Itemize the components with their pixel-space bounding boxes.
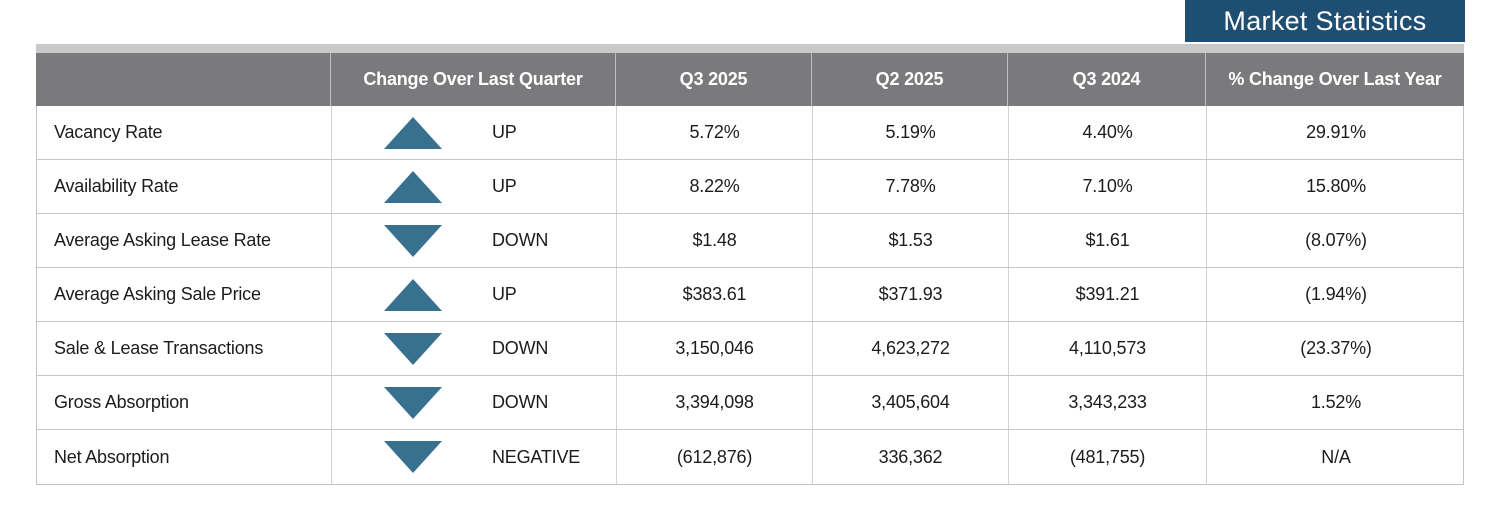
header-q3-2024: Q3 2024 — [1007, 53, 1205, 106]
value-q3-2024: 4,110,573 — [1008, 322, 1206, 375]
value-q3-2025: $383.61 — [616, 268, 812, 321]
triangle-down-icon — [384, 386, 442, 419]
value-q2-2025: 3,405,604 — [812, 376, 1008, 429]
change-label: DOWN — [492, 392, 549, 412]
value-q3-2025: $1.48 — [616, 214, 812, 267]
value-q3-2025: 3,394,098 — [616, 376, 812, 429]
market-statistics-table: Change Over Last Quarter Q3 2025 Q2 2025… — [36, 44, 1464, 485]
value-q3-2024: 4.40% — [1008, 106, 1206, 159]
row-label: Average Asking Lease Rate — [54, 230, 271, 250]
row-label: Net Absorption — [54, 446, 170, 467]
value-q3-2025: (612,876) — [616, 430, 812, 484]
value-q3-2024: 3,343,233 — [1008, 376, 1206, 429]
table-header-row: Change Over Last Quarter Q3 2025 Q2 2025… — [36, 53, 1464, 106]
value-q3-2024: $1.61 — [1008, 214, 1206, 267]
value-q3-2025: 8.22% — [616, 160, 812, 213]
change-label: UP — [492, 284, 517, 304]
triangle-up-icon — [384, 116, 442, 149]
row-label: Sale & Lease Transactions — [54, 338, 264, 358]
header-pct-change-over-last-year: % Change Over Last Year — [1205, 53, 1464, 106]
change-label: DOWN — [492, 230, 549, 250]
change-cell: DOWN — [331, 322, 616, 375]
value-q3-2024: 7.10% — [1008, 160, 1206, 213]
table-row-vacancy-rate: Vacancy Rate UP 5.72% 5.19% 4.40% 29.91% — [37, 106, 1463, 160]
page-title: Market Statistics — [1185, 0, 1465, 42]
value-pct-change-year: (8.07%) — [1206, 214, 1465, 267]
value-q2-2025: 5.19% — [812, 106, 1008, 159]
row-label: Average Asking Sale Price — [54, 284, 261, 304]
header-q2-2025: Q2 2025 — [811, 53, 1007, 106]
change-cell: UP — [331, 268, 616, 321]
triangle-down-icon — [384, 332, 442, 365]
value-q2-2025: 336,362 — [812, 430, 1008, 484]
value-q2-2025: $1.53 — [812, 214, 1008, 267]
value-pct-change-year: 1.52% — [1206, 376, 1465, 429]
value-pct-change-year: N/A — [1206, 430, 1465, 484]
change-label: UP — [492, 122, 517, 142]
table-body: Vacancy Rate UP 5.72% 5.19% 4.40% 29.91%… — [36, 106, 1464, 485]
change-label: NEGATIVE — [492, 446, 581, 467]
page-title-text: Market Statistics — [1223, 5, 1427, 36]
value-q2-2025: $371.93 — [812, 268, 1008, 321]
change-label: UP — [492, 176, 517, 196]
value-q3-2024: (481,755) — [1008, 430, 1206, 484]
change-label: DOWN — [492, 338, 549, 358]
triangle-down-icon — [384, 441, 442, 473]
value-pct-change-year: (23.37%) — [1206, 322, 1465, 375]
value-q3-2024: $391.21 — [1008, 268, 1206, 321]
value-pct-change-year: 29.91% — [1206, 106, 1465, 159]
table-row-availability-rate: Availability Rate UP 8.22% 7.78% 7.10% 1… — [37, 160, 1463, 214]
table-row-net-absorption: Net Absorption NEGATIVE (612,876) 336,36… — [37, 430, 1463, 484]
triangle-up-icon — [384, 170, 442, 203]
triangle-up-icon — [384, 278, 442, 311]
value-q3-2025: 3,150,046 — [616, 322, 812, 375]
value-pct-change-year: (1.94%) — [1206, 268, 1465, 321]
change-cell: DOWN — [331, 214, 616, 267]
change-cell: DOWN — [331, 376, 616, 429]
value-pct-change-year: 15.80% — [1206, 160, 1465, 213]
value-q3-2025: 5.72% — [616, 106, 812, 159]
change-cell: NEGATIVE — [331, 430, 616, 484]
table-top-strip — [36, 44, 1464, 53]
row-label: Availability Rate — [54, 176, 179, 196]
row-label: Vacancy Rate — [54, 122, 163, 142]
value-q2-2025: 7.78% — [812, 160, 1008, 213]
table-row-average-asking-lease-rate: Average Asking Lease Rate DOWN $1.48 $1.… — [37, 214, 1463, 268]
value-q2-2025: 4,623,272 — [812, 322, 1008, 375]
table-row-gross-absorption: Gross Absorption DOWN 3,394,098 3,405,60… — [37, 376, 1463, 430]
row-label: Gross Absorption — [54, 392, 189, 412]
table-row-sale-lease-transactions: Sale & Lease Transactions DOWN 3,150,046… — [37, 322, 1463, 376]
change-cell: UP — [331, 106, 616, 159]
header-change-over-last-quarter: Change Over Last Quarter — [330, 53, 615, 106]
header-metric — [36, 53, 330, 106]
change-cell: UP — [331, 160, 616, 213]
table-row-average-asking-sale-price: Average Asking Sale Price UP $383.61 $37… — [37, 268, 1463, 322]
header-q3-2025: Q3 2025 — [615, 53, 811, 106]
triangle-down-icon — [384, 224, 442, 257]
